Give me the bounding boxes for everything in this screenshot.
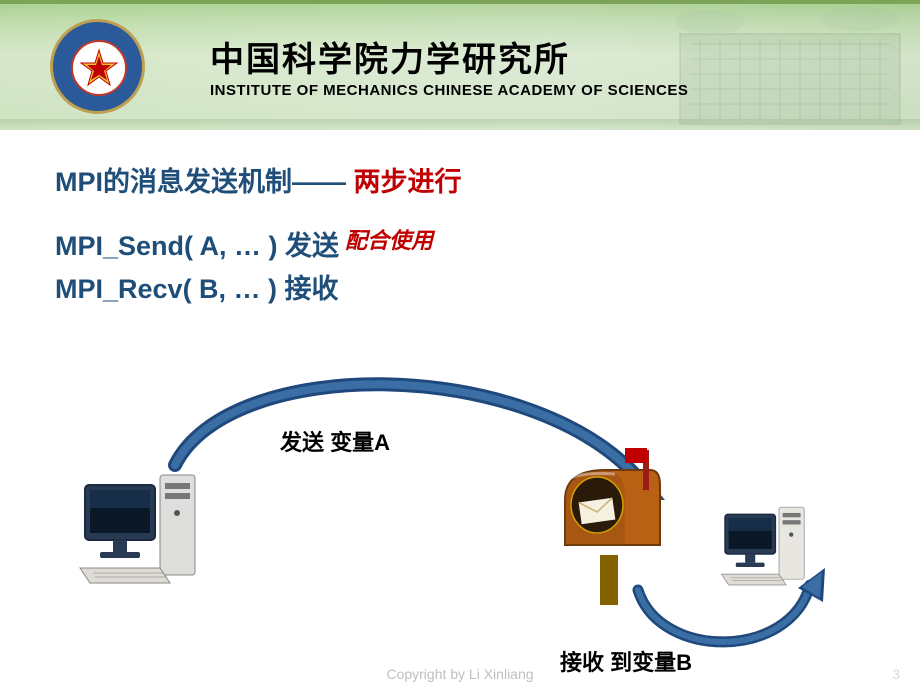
copyright-footer: Copyright by Li Xinliang: [0, 666, 920, 682]
usage-note: 配合使用: [345, 223, 433, 255]
header-divider: [0, 119, 920, 129]
computer-right-icon: [721, 507, 804, 585]
slide-header: 中国科学院力学研究所 INSTITUTE OF MECHANICS CHINES…: [0, 0, 920, 130]
heading-prefix: MPI的消息发送机制——: [55, 167, 354, 197]
send-label: 发送 变量A: [280, 425, 390, 457]
mailbox-icon: [565, 448, 660, 605]
institute-name-cn: 中国科学院力学研究所: [210, 32, 570, 81]
computer-left-icon: [80, 475, 195, 583]
slide-heading: MPI的消息发送机制—— 两步进行: [55, 160, 865, 199]
heading-highlight: 两步进行: [354, 167, 462, 197]
message-flow-diagram: 发送 变量A 接收 到变量B: [0, 370, 920, 680]
recv-arrow: [638, 585, 810, 642]
mpi-recv-line: MPI_Recv( B, … ) 接收: [55, 268, 865, 311]
page-number: 3: [892, 666, 900, 682]
mpi-send-line: MPI_Send( A, … ) 发送: [55, 225, 865, 268]
slide-body: MPI的消息发送机制—— 两步进行 MPI_Send( A, … ) 发送 MP…: [0, 130, 920, 341]
send-arrow: [175, 384, 640, 480]
logo-star-icon: [79, 48, 119, 88]
institute-name-en: INSTITUTE OF MECHANICS CHINESE ACADEMY O…: [210, 82, 688, 99]
building-illustration: [660, 4, 920, 129]
institute-logo: [50, 19, 145, 114]
